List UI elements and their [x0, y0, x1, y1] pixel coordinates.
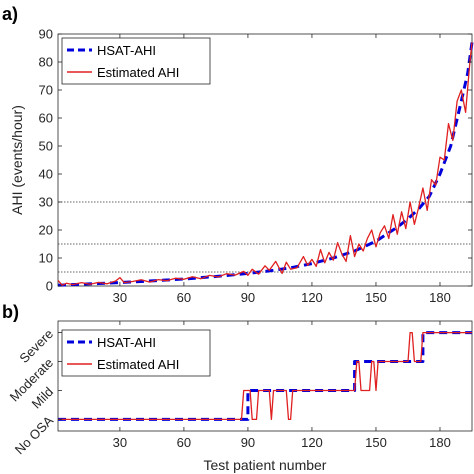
x-tick-label: 90	[241, 435, 255, 450]
panel-a-series	[57, 42, 474, 287]
panel-a-y-ticks: 0 10 20 30 40 50 60 70 80 90	[39, 27, 472, 294]
series-line-hsat-ahi	[57, 42, 474, 287]
y-tick-label: 30	[39, 195, 53, 210]
y-tick-label: 40	[39, 167, 53, 182]
x-tick-label: 60	[177, 290, 191, 305]
x-tick-label: 180	[429, 435, 451, 450]
panel-b-legend-box	[61, 329, 211, 377]
y-tick-label: 70	[39, 83, 53, 98]
x-tick-label: 90	[241, 290, 255, 305]
panel-a-legend-label-estimated: Estimated AHI	[97, 65, 179, 80]
y-tick-label: 90	[39, 27, 53, 42]
panel-b-x-ticks: 30 60 90 120 150 180	[113, 321, 451, 450]
y-tick-label: 10	[39, 251, 53, 266]
x-tick-label: 60	[177, 435, 191, 450]
panel-a-x-ticks: 30 60 90 120 150 180	[113, 34, 451, 305]
panel-b-legend: HSAT-AHI Estimated AHI	[61, 329, 211, 377]
y-tick-label: 20	[39, 223, 53, 238]
x-tick-label: 120	[301, 290, 323, 305]
panel-a-chart: 30 60 90 120 150 180 0 10 20 30 40 50 60 70 80 90 AHI …	[9, 27, 474, 305]
panel-b-series	[58, 331, 472, 421]
panel-a-label: a)	[2, 4, 18, 24]
panel-a-legend: HSAT-AHI Estimated AHI	[61, 37, 211, 85]
panel-a-legend-box	[61, 37, 211, 85]
panel-b-x-axis-label: Test patient number	[204, 457, 327, 473]
category-tick-label: No OSA	[12, 413, 57, 458]
y-tick-label: 80	[39, 55, 53, 70]
x-tick-label: 150	[365, 290, 387, 305]
y-tick-label: 0	[46, 279, 53, 294]
panel-a-reference-lines	[58, 201, 472, 273]
panel-b-legend-label-hsat: HSAT-AHI	[97, 335, 156, 350]
y-tick-label: 60	[39, 111, 53, 126]
panel-a-y-axis-label: AHI (events/hour)	[9, 105, 25, 215]
x-tick-label: 30	[113, 435, 127, 450]
panel-b-label: b)	[2, 302, 19, 322]
series-line-estimated-ahi	[58, 331, 472, 421]
y-tick-label: 50	[39, 139, 53, 154]
panel-b-legend-label-estimated: Estimated AHI	[97, 357, 179, 372]
x-tick-label: 150	[365, 435, 387, 450]
x-tick-label: 120	[301, 435, 323, 450]
panel-a-legend-label-hsat: HSAT-AHI	[97, 43, 156, 58]
x-tick-label: 30	[113, 290, 127, 305]
series-line-estimated-ahi	[57, 42, 473, 286]
x-tick-label: 180	[429, 290, 451, 305]
panel-b-chart: 30 60 90 120 150 180 No OSAMildModerateSevere…	[7, 320, 473, 473]
